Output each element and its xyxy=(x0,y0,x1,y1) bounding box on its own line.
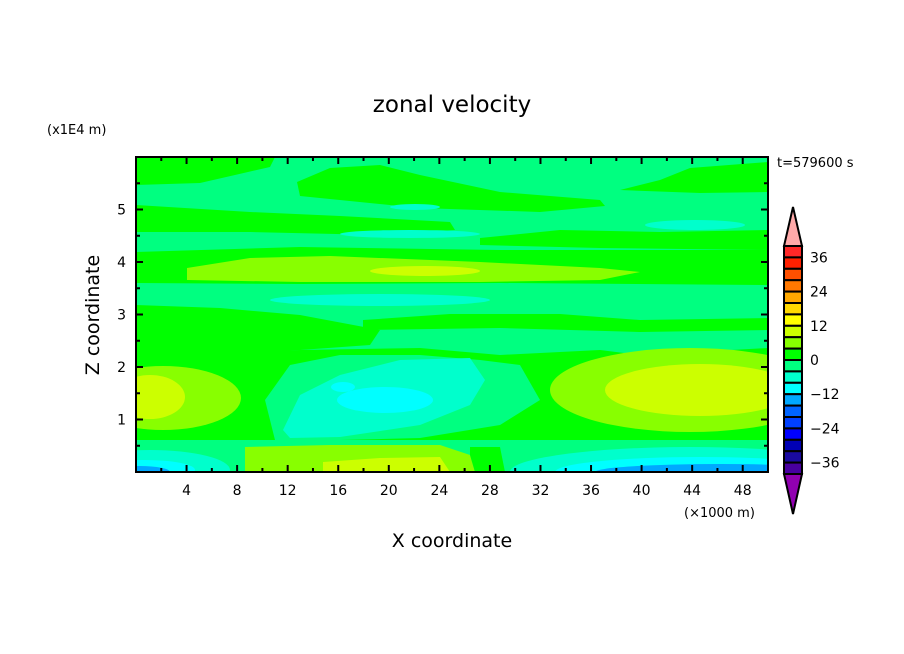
y-tick-label: 5 xyxy=(117,203,126,219)
colorbar-over-triangle xyxy=(782,206,804,247)
colorbar-box xyxy=(783,359,803,373)
y-unit-label: (x1E4 m) xyxy=(47,123,106,138)
colorbar-box xyxy=(783,336,803,350)
contour-band xyxy=(297,165,605,212)
contour-band xyxy=(363,314,768,332)
colorbar-box xyxy=(783,427,803,441)
x-axis-label: X coordinate xyxy=(392,530,512,552)
contour-band xyxy=(270,294,490,306)
colorbar-box xyxy=(783,313,803,327)
x-unit-label: (×1000 m) xyxy=(684,506,755,521)
colorbar-label: −12 xyxy=(810,387,840,403)
contour-band xyxy=(390,204,440,210)
colorbar-under-triangle xyxy=(782,473,804,515)
contour-band xyxy=(136,157,275,185)
x-tick-label: 20 xyxy=(380,483,398,499)
x-tick-label: 4 xyxy=(182,483,191,499)
y-tick-label: 4 xyxy=(117,255,126,271)
x-tick-label: 48 xyxy=(734,483,752,499)
contour-band xyxy=(595,464,768,472)
contour-band xyxy=(136,205,455,235)
y-tick-label: 1 xyxy=(117,413,126,429)
x-tick-label: 44 xyxy=(683,483,701,499)
contour-band xyxy=(605,364,768,416)
contour-band xyxy=(136,375,185,419)
colorbar-box xyxy=(783,416,803,430)
contour-band xyxy=(620,162,768,193)
y-axis-label: Z coordinate xyxy=(82,255,104,375)
colorbar-box xyxy=(783,302,803,316)
contour-band xyxy=(323,457,450,472)
colorbar-box xyxy=(783,393,803,407)
contour-band xyxy=(136,305,380,357)
contour-band xyxy=(337,387,433,413)
colorbar-box xyxy=(783,290,803,305)
contour-band xyxy=(370,266,480,276)
colorbar-label: 36 xyxy=(810,250,828,266)
chart-title: zonal velocity xyxy=(373,92,531,118)
colorbar-box xyxy=(783,267,803,282)
x-tick-label: 32 xyxy=(532,483,550,499)
colorbar-label: −24 xyxy=(810,421,840,437)
colorbar-label: 12 xyxy=(810,319,828,335)
colorbar-box xyxy=(783,381,803,396)
colorbar-box xyxy=(783,256,803,270)
x-tick-label: 40 xyxy=(633,483,651,499)
colorbar-label: 24 xyxy=(810,285,828,301)
contour-field xyxy=(136,157,768,472)
contour-band xyxy=(331,382,355,392)
x-tick-label: 8 xyxy=(233,483,242,499)
time-label: t=579600 s xyxy=(777,156,854,171)
contour-band xyxy=(470,447,505,472)
x-tick-label: 12 xyxy=(279,483,297,499)
contour-band xyxy=(480,230,768,250)
contour-band xyxy=(340,230,480,238)
colorbar-label: −36 xyxy=(810,456,840,472)
colorbar-box xyxy=(783,461,803,476)
y-tick-label: 3 xyxy=(117,308,126,324)
colorbar-box xyxy=(783,404,803,419)
colorbar-box xyxy=(783,324,803,339)
colorbar-box xyxy=(783,450,803,464)
x-tick-label: 24 xyxy=(430,483,448,499)
contour-band xyxy=(645,220,745,230)
x-tick-label: 28 xyxy=(481,483,499,499)
colorbar-box xyxy=(783,347,803,362)
colorbar-box xyxy=(783,245,803,259)
y-tick-label: 2 xyxy=(117,360,126,376)
colorbar-box xyxy=(783,279,803,293)
x-tick-label: 36 xyxy=(582,483,600,499)
colorbar-box xyxy=(783,370,803,384)
colorbar-label: 0 xyxy=(810,353,819,369)
colorbar-box xyxy=(783,438,803,453)
x-tick-label: 16 xyxy=(329,483,347,499)
